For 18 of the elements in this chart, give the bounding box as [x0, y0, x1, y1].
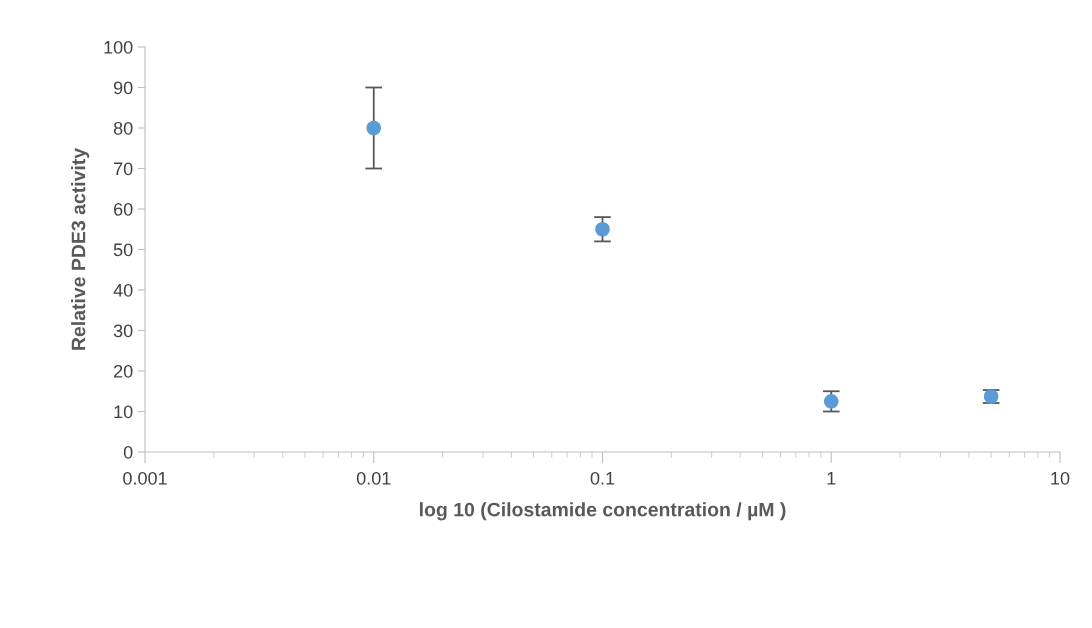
y-axis-title: Relative PDE3 activity [71, 148, 90, 350]
y-tick-label: 90 [113, 81, 133, 95]
x-tick-label: 0.1 [590, 471, 615, 485]
x-tick-label: 10 [1051, 471, 1070, 485]
y-tick-label: 70 [114, 162, 133, 176]
y-tick-label: 80 [113, 121, 133, 135]
x-axis-title: log 10 (Cilostamide concentration / µM ) [420, 502, 786, 521]
y-tick-label: 40 [113, 283, 133, 297]
y-tick-label: 0 [123, 445, 133, 459]
x-tick-label: 1 [827, 472, 836, 485]
y-tick-label: 100 [104, 40, 133, 54]
x-tick-label: 0.001 [123, 471, 167, 485]
y-tick-label: 30 [113, 324, 133, 338]
y-tick-label: 50 [113, 243, 133, 257]
y-tick-label: 10 [114, 405, 133, 419]
y-tick-label: 20 [114, 364, 133, 378]
y-tick-label: 60 [114, 202, 133, 216]
x-tick-label: 0.01 [356, 471, 391, 485]
